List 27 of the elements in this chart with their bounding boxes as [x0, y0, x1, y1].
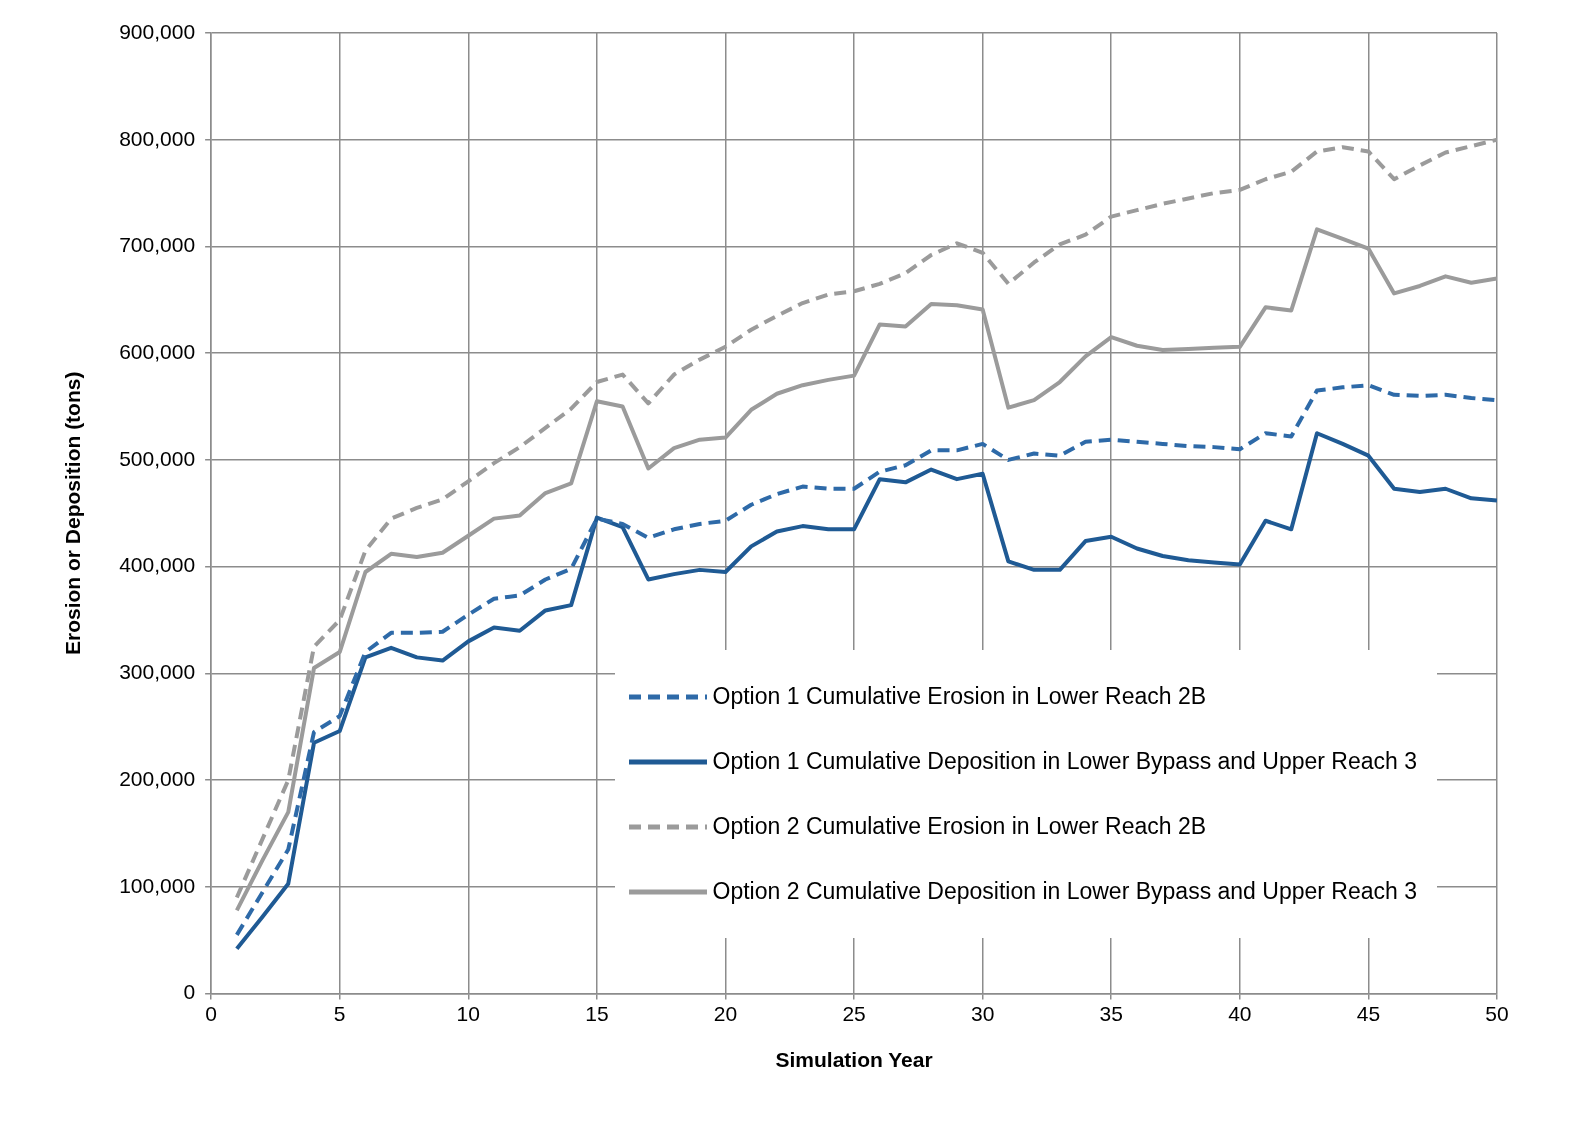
x-tick-label: 30: [970, 1002, 995, 1025]
x-tick-label: 10: [456, 1002, 480, 1025]
y-tick-label: 600,000: [119, 340, 196, 363]
x-tick-label: 45: [1356, 1002, 1381, 1025]
x-tick-label: 5: [333, 1002, 346, 1025]
y-tick-label: 700,000: [119, 233, 196, 257]
x-tick-label: 35: [1099, 1002, 1123, 1025]
x-tick-label: 15: [585, 1002, 609, 1025]
y-tick-label: 0: [183, 980, 196, 1004]
x-tick-label: 25: [842, 1002, 866, 1025]
legend-label: Option 2 Cumulative Erosion in Lower Reach 2B: [712, 813, 1207, 840]
y-tick-label: 900,000: [119, 19, 196, 43]
x-tick-label: 0: [205, 1002, 217, 1025]
y-tick-label: 500,000: [119, 446, 196, 470]
y-axis-title: Erosion or Deposition (tons): [61, 371, 85, 656]
y-tick-label: 300,000: [119, 660, 196, 684]
y-tick-label: 400,000: [119, 553, 196, 577]
y-tick-label: 800,000: [119, 126, 196, 150]
legend-label: Option 1 Cumulative Erosion in Lower Reach 2B: [712, 683, 1207, 710]
x-tick-label: 40: [1228, 1002, 1252, 1025]
legend-label: Option 2 Cumulative Deposition in Lower Bypass and Upper Reach 3: [712, 878, 1417, 905]
y-tick-label: 100,000: [119, 873, 196, 897]
x-tick-label: 50: [1485, 1002, 1509, 1025]
x-axis-title: Simulation Year: [775, 1048, 933, 1072]
legend-label: Option 1 Cumulative Deposition in Lower Bypass and Upper Reach 3: [712, 748, 1417, 775]
x-tick-label: 20: [713, 1002, 738, 1025]
y-tick-label: 200,000: [119, 766, 196, 790]
